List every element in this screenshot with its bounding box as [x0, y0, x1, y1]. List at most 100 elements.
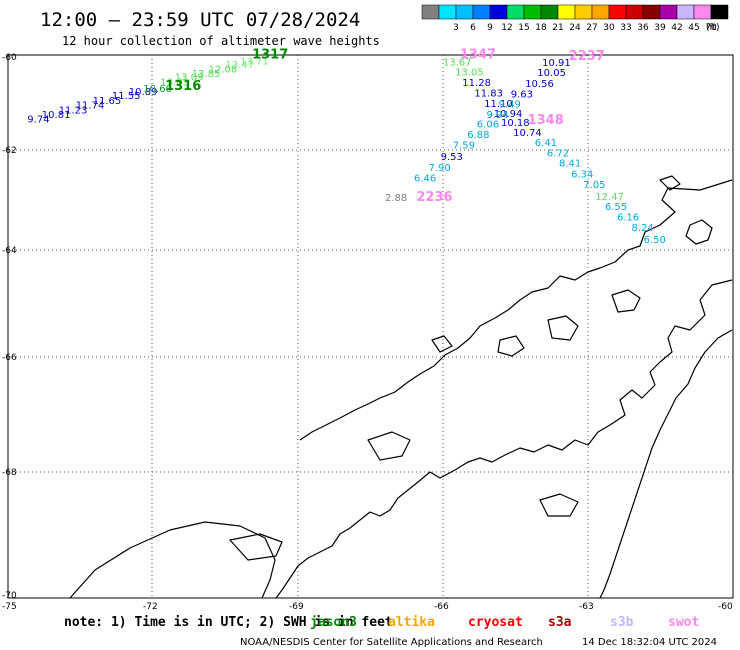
wave-height-label: 6.72: [547, 149, 569, 160]
colorbar-swatch: [710, 4, 729, 20]
satellite-legend-item: cryosat: [468, 615, 523, 630]
latitude-labels: -60 -62 -64 -66 -68 -70: [2, 53, 17, 601]
wave-height-label: 6.50: [644, 235, 666, 246]
lat-label: -66: [2, 353, 17, 363]
colorbar-swatch: [455, 4, 474, 20]
wave-height-label: 8.41: [559, 159, 581, 170]
colorbar-swatch: [421, 4, 440, 20]
lat-label: -68: [2, 468, 17, 478]
wave-height-label: 13.03: [160, 77, 189, 88]
colorbar-tick-label: 36: [637, 23, 649, 33]
satellite-legend-item: swot: [668, 615, 699, 630]
wave-height-label: 9.74: [27, 115, 49, 126]
colorbar-tick-label: 42: [671, 23, 682, 33]
wave-height-label: 10.91: [542, 58, 571, 69]
wave-height-colorbar: 3 6 9 12 15 18 21 24 27 30 33 36 39 42 45 70: [421, 4, 729, 33]
wave-height-label: 11.10: [484, 99, 513, 110]
island-1: [685, 219, 713, 245]
wave-height-observations: 9.7410.8111.2311.7411.6511.5510.8910.601…: [27, 57, 666, 247]
wave-height-label: 9.63: [511, 89, 533, 100]
island-5: [497, 335, 525, 357]
graticule: [8, 55, 733, 598]
colorbar-tick-label: 27: [586, 23, 597, 33]
footer-generated: 14 Dec 18:32:04 UTC 2024: [582, 637, 717, 648]
pass-number-label: 1348: [528, 113, 564, 128]
wave-height-label: 10.81: [42, 110, 71, 121]
satellite-legend: jason3 altika cryosat s3a s3b swot: [310, 615, 699, 630]
wave-height-label: 13.85: [192, 69, 221, 80]
lon-label: -75: [2, 602, 17, 612]
colorbar-swatch: [472, 4, 491, 20]
wave-height-label: 7.59: [453, 141, 475, 152]
longitude-labels: -75 -72 -69 -66 -63 -60: [2, 602, 733, 612]
colorbar-swatch: [625, 4, 644, 20]
wave-height-label: 11.28: [462, 78, 491, 89]
island-8: [539, 493, 579, 517]
wave-height-label: 6.34: [571, 170, 593, 181]
wave-height-label: 6.46: [414, 174, 436, 185]
colorbar-tick-label: 39: [654, 23, 666, 33]
wave-height-label: 9.53: [441, 152, 463, 163]
satellite-legend-item: altika: [388, 615, 435, 630]
wave-height-label: 7.90: [429, 163, 451, 174]
pass-number-label: 1316: [165, 79, 201, 94]
coastline: [69, 175, 733, 599]
colorbar-tick-label: 12: [501, 23, 512, 33]
lon-label: -69: [289, 602, 304, 612]
pass-number-label: 1317: [252, 47, 288, 62]
colorbar-swatch: [659, 4, 678, 20]
wave-height-label: 6.41: [535, 138, 557, 149]
satellite-pass-labels: 1317 1316 1347 2237 1348 2236: [165, 47, 605, 205]
footer-note: note: 1) Time is in UTC; 2) SWH is in fe…: [64, 615, 393, 630]
colorbar-swatch: [506, 4, 525, 20]
satellite-legend-item: s3a: [548, 615, 572, 630]
wave-height-label: 13.67: [443, 57, 472, 68]
wave-height-label: 12.47: [595, 192, 624, 203]
wave-height-label: 6.55: [605, 202, 627, 213]
wave-height-label: 11.83: [474, 88, 503, 99]
wave-height-label: 10.05: [537, 68, 566, 79]
wave-height-label: 9.49: [499, 99, 521, 110]
island-4: [547, 315, 579, 341]
lon-label: -72: [143, 602, 158, 612]
wave-height-label: 10.18: [501, 118, 530, 129]
inner-coast: [599, 329, 733, 599]
colorbar-swatch: [489, 4, 508, 20]
map-frame: [7, 54, 734, 599]
island-6: [431, 335, 453, 353]
lat-label: -64: [2, 246, 17, 256]
colorbar-tick-label: 6: [470, 23, 476, 33]
colorbar-tick-label: 21: [552, 23, 563, 33]
wave-height-label: 7.05: [583, 180, 605, 191]
wave-height-label: 13.05: [455, 67, 484, 78]
alexander-coast: [69, 521, 276, 599]
colorbar-tick-label: 45: [688, 23, 699, 33]
wave-height-label: 6.06: [477, 120, 499, 131]
wave-height-label: 10.89: [129, 87, 158, 98]
pass-number-label: 1347: [460, 47, 496, 62]
colorbar-tick-label: 9: [487, 23, 493, 33]
wave-height-label: 13.71: [240, 57, 269, 68]
colorbar-unit: (ft): [706, 23, 720, 33]
peninsula-spine: [299, 179, 733, 441]
lat-label: -60: [2, 53, 17, 63]
lon-label: -66: [434, 602, 449, 612]
colorbar-tick-label: 3: [453, 23, 459, 33]
peninsula-coast: [275, 279, 733, 599]
satellite-legend-item: jason3: [310, 615, 357, 630]
colorbar-tick-label: 24: [569, 23, 581, 33]
lon-label: -60: [718, 602, 733, 612]
lon-label: -63: [579, 602, 594, 612]
wave-height-label: 10.60: [143, 84, 172, 95]
wave-height-label: 11.23: [59, 105, 88, 116]
wave-height-label: 12.08: [209, 65, 238, 76]
wave-height-label: 11.65: [93, 96, 122, 107]
wave-height-label: 11.55: [112, 91, 141, 102]
pass-number-label: 2236: [416, 190, 452, 205]
colorbar-tick-label: 30: [603, 23, 615, 33]
colorbar-swatch: [591, 4, 610, 20]
pass-number-label: 2237: [569, 49, 605, 64]
colorbar-swatch: [557, 4, 576, 20]
wave-height-label: 11.74: [76, 101, 105, 112]
